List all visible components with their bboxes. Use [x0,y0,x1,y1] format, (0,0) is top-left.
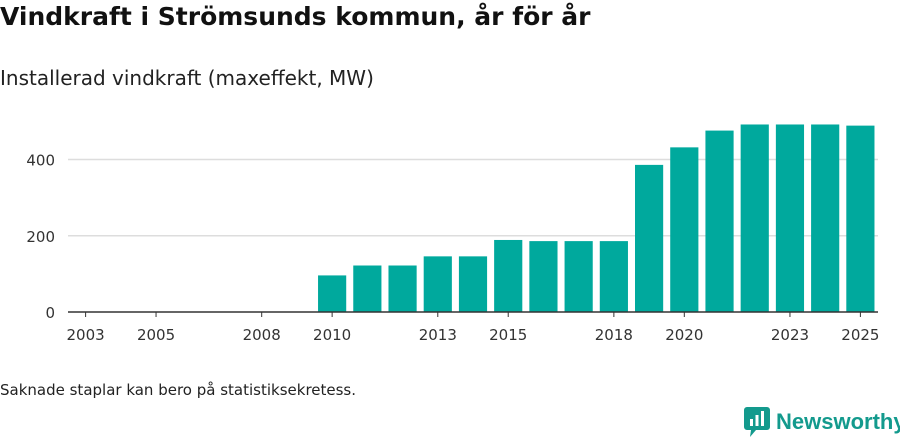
x-tick-label-2010: 2010 [313,326,351,344]
bar-2022 [740,124,769,312]
x-tick-label-2023: 2023 [771,326,809,344]
bar-2023 [775,124,805,312]
bar-2013 [423,256,452,312]
bar-2014 [458,256,488,312]
x-tick-label-2005: 2005 [137,326,175,344]
bar-2011 [353,265,382,312]
x-tick-label-2003: 2003 [67,326,105,344]
bar-2024 [811,124,840,312]
bar-chart: 0 200 400 2003 2005 2008 2010 2013 2015 2018 2020 2… [26,124,879,344]
bar-2021 [705,130,734,312]
y-tick-label-400: 400 [26,152,55,170]
bar-2020 [670,147,699,312]
chart-subtitle: Installerad vindkraft (maxeffekt, MW) [0,66,374,90]
bar-2012 [388,265,417,312]
newsworthy-logo-icon [744,407,770,437]
bar-2010 [318,275,347,312]
x-tick-label-2020: 2020 [665,326,703,344]
bar-2017 [564,241,593,312]
y-tick-label-200: 200 [26,228,55,246]
x-tick-label-2008: 2008 [243,326,281,344]
newsworthy-logo[interactable]: Newsworthy [744,406,900,438]
bar-2015 [494,239,523,312]
x-tick-label-2025: 2025 [841,326,879,344]
x-tick-label-2013: 2013 [419,326,457,344]
x-tick-label-2015: 2015 [489,326,527,344]
bar-2025 [846,125,875,312]
bar-2019 [635,164,664,312]
bar-2016 [529,241,558,312]
chart-title: Vindkraft i Strömsunds kommun, år för år [0,2,591,31]
brand-name: Newsworthy [776,409,900,434]
x-tick-label-2018: 2018 [595,326,633,344]
y-tick-label-0: 0 [45,304,55,322]
bar-2018 [599,241,628,312]
footnote: Saknade staplar kan bero på statistiksek… [0,381,357,399]
